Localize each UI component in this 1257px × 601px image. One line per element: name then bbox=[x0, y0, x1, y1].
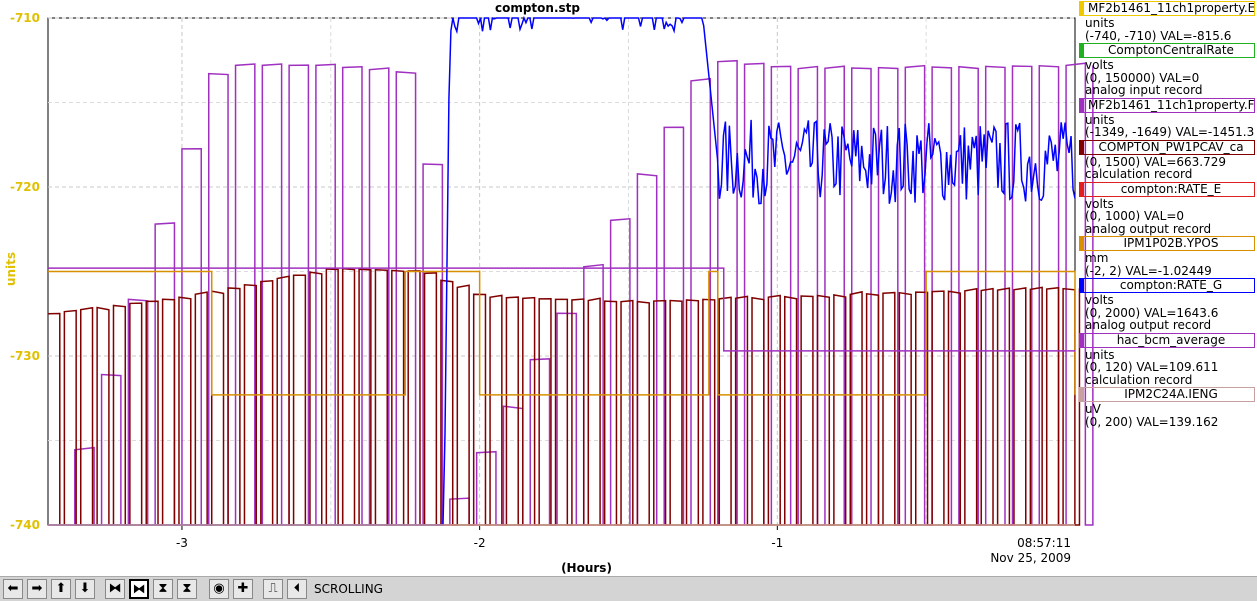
legend-entry-detail: (0, 2000) VAL=1643.6 bbox=[1085, 305, 1219, 320]
down-arrow-icon: ⬇ bbox=[79, 581, 91, 596]
legend-entry-detail: (0, 120) VAL=109.611 bbox=[1085, 360, 1219, 374]
y-tick-label: -710 bbox=[10, 11, 40, 25]
legend-entry[interactable]: IPM2C24A.IENG uV (0, 200) VAL=139.162 bbox=[1079, 387, 1257, 428]
legend-entry-detail: units bbox=[1085, 347, 1115, 362]
legend-entry-detail: volts bbox=[1085, 293, 1114, 307]
legend-entry-detail: uV bbox=[1085, 402, 1101, 416]
legend-entry-detail: analog input record bbox=[1085, 83, 1203, 97]
legend-entry-name: ComptonCentralRate bbox=[1079, 43, 1255, 58]
back-button[interactable]: ⏴ bbox=[287, 579, 307, 599]
right-arrow-icon: ➡ bbox=[31, 581, 43, 596]
reset-icon: ◉ bbox=[213, 581, 225, 596]
down-arrow-button[interactable]: ⬇ bbox=[75, 579, 95, 599]
mode-label: SCROLLING bbox=[314, 582, 383, 596]
zoom-x-out-button[interactable]: ⧓ bbox=[105, 579, 125, 599]
y-tick-label: -730 bbox=[10, 349, 40, 363]
legend-entry[interactable]: compton:RATE_E volts (0, 1000) VAL=0 analog… bbox=[1079, 181, 1257, 236]
left-arrow-button[interactable]: ⬅ bbox=[3, 579, 23, 599]
back-icon: ⏴ bbox=[293, 581, 301, 596]
legend-entry-name: compton:RATE_G bbox=[1079, 278, 1255, 293]
legend-entry-detail: (-1349, -1649) VAL=-1451.3 bbox=[1085, 125, 1255, 139]
legend-entry-detail: volts bbox=[1085, 196, 1114, 211]
legend-entry-name: COMPTON_PW1PCAV_ca bbox=[1079, 139, 1255, 155]
legend: MF2b1461_11ch1property.E units (-740, -710… bbox=[1079, 0, 1257, 428]
legend-entry-name: compton:RATE_E bbox=[1079, 181, 1255, 197]
legend-entry-detail: analog output record bbox=[1085, 221, 1212, 236]
legend-entry[interactable]: compton:RATE_G volts (0, 2000) VAL=1643.6 a… bbox=[1079, 278, 1257, 332]
legend-entry-detail: (-740, -710) VAL=-815.6 bbox=[1085, 28, 1232, 43]
zoom-y-out-button[interactable]: ⧗ bbox=[153, 579, 173, 599]
series-line bbox=[48, 270, 1076, 396]
x-tick-label: -2 bbox=[474, 536, 486, 550]
legend-entry[interactable]: IPM1P02B.YPOS mm (-2, 2) VAL=-1.02449 bbox=[1079, 236, 1257, 277]
right-arrow-button[interactable]: ➡ bbox=[27, 579, 47, 599]
up-arrow-button[interactable]: ⬆ bbox=[51, 579, 71, 599]
end-date-label: Nov 25, 2009 bbox=[990, 551, 1071, 565]
legend-entry-detail: (0, 1500) VAL=663.729 bbox=[1085, 154, 1226, 169]
zoom-y-in-button[interactable]: ⧗ bbox=[177, 579, 197, 599]
toolbar: SCROLLING ⬅ ➡ ⬆ ⬇ ⧓ ⧓ ⧗ ⧗ ◉ ✚ ⎍ ⏴ bbox=[0, 576, 1257, 601]
autoscale-icon: ⎍ bbox=[268, 581, 278, 596]
legend-entry[interactable]: ComptonCentralRate volts (0, 150000) VAL=0… bbox=[1079, 43, 1257, 97]
legend-entry-detail: units bbox=[1085, 16, 1115, 30]
legend-entry-name: hac_bcm_average bbox=[1079, 332, 1255, 348]
legend-entry-detail: analog output record bbox=[1085, 318, 1212, 332]
legend-entry-detail: calculation record bbox=[1085, 167, 1193, 181]
legend-entry-detail: (0, 150000) VAL=0 bbox=[1085, 70, 1200, 85]
plus-button[interactable]: ✚ bbox=[233, 579, 253, 599]
legend-entry-detail: volts bbox=[1085, 58, 1114, 72]
zoom-y-in-icon: ⧗ bbox=[182, 581, 192, 596]
x-tick-label: -1 bbox=[771, 536, 783, 550]
legend-entry[interactable]: COMPTON_PW1PCAV_ca (0, 1500) VAL=663.729 c… bbox=[1079, 139, 1257, 181]
series-line bbox=[48, 267, 1075, 352]
zoom-x-out-icon: ⧓ bbox=[108, 581, 122, 596]
legend-entry-detail: mm bbox=[1085, 251, 1109, 265]
chart-title: compton.stp bbox=[494, 1, 580, 15]
legend-entry[interactable]: hac_bcm_average units (0, 120) VAL=109.611… bbox=[1079, 332, 1257, 387]
up-arrow-icon: ⬆ bbox=[55, 581, 67, 596]
zoom-y-out-icon: ⧗ bbox=[158, 581, 168, 596]
zoom-x-in-icon: ⧓ bbox=[132, 582, 146, 597]
left-arrow-icon: ⬅ bbox=[7, 581, 19, 596]
legend-entry-detail: units bbox=[1085, 112, 1115, 127]
plus-icon: ✚ bbox=[237, 581, 249, 596]
y-tick-label: -740 bbox=[10, 518, 40, 532]
reset-button[interactable]: ◉ bbox=[209, 579, 229, 599]
y-tick-label: -720 bbox=[10, 180, 40, 194]
autoscale-button[interactable]: ⎍ bbox=[263, 579, 283, 599]
legend-entry-detail: (0, 200) VAL=139.162 bbox=[1085, 414, 1219, 429]
legend-entry[interactable]: MF2b1461_11ch1property.F units (-1349, -16… bbox=[1079, 97, 1257, 139]
zoom-x-in-button[interactable]: ⧓ bbox=[129, 579, 149, 599]
legend-entry-detail: (0, 1000) VAL=0 bbox=[1085, 209, 1185, 223]
legend-entry-detail: calculation record bbox=[1085, 372, 1193, 387]
legend-entry-detail: (-2, 2) VAL=-1.02449 bbox=[1085, 263, 1212, 278]
x-axis-label: (Hours) bbox=[561, 561, 612, 575]
x-tick-label: -3 bbox=[176, 536, 188, 550]
legend-entry-name: IPM2C24A.IENG bbox=[1079, 387, 1255, 402]
legend-entry[interactable]: MF2b1461_11ch1property.E units (-740, -710… bbox=[1079, 1, 1257, 42]
y-axis-label: units bbox=[4, 251, 19, 287]
legend-entry-name: IPM1P02B.YPOS bbox=[1079, 236, 1255, 251]
legend-entry-name: MF2b1461_11ch1property.E bbox=[1079, 1, 1255, 16]
end-time-label: 08:57:11 bbox=[1017, 536, 1071, 550]
legend-entry-name: MF2b1461_11ch1property.F bbox=[1079, 97, 1255, 113]
